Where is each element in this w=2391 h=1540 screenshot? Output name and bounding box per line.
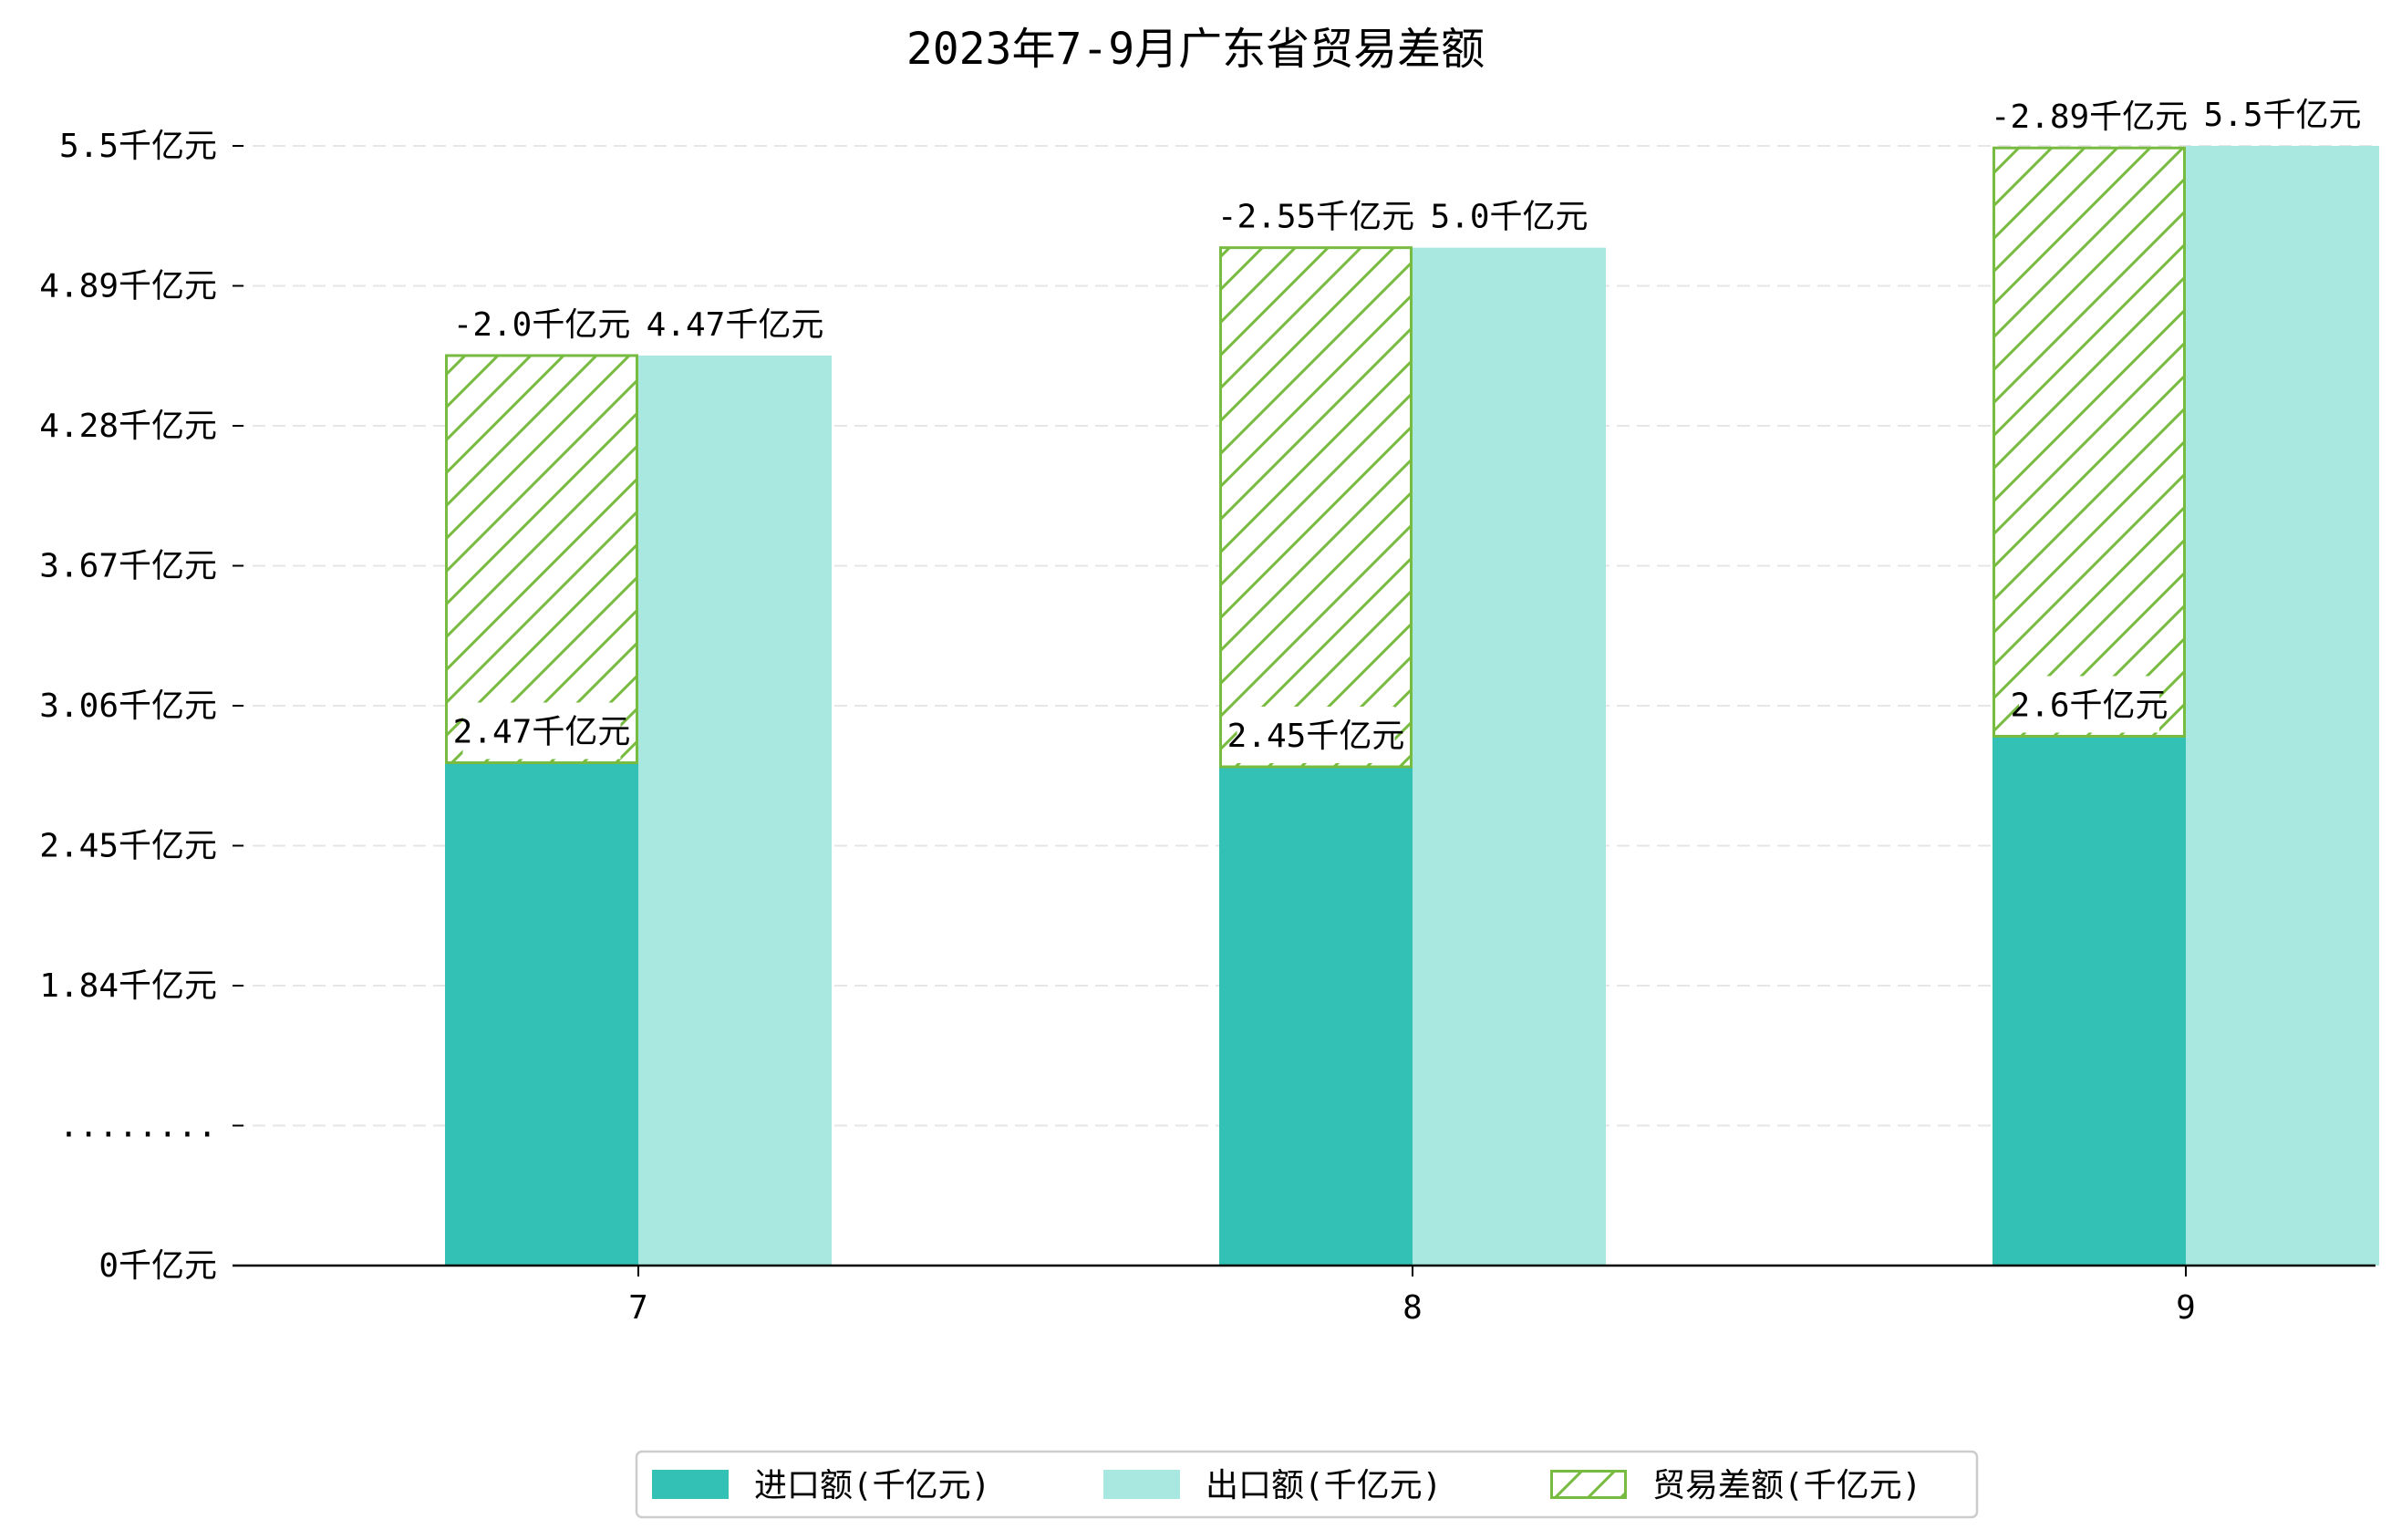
legend-swatch <box>1103 1470 1180 1499</box>
data-label-export: 5.5千亿元 <box>2203 97 2361 134</box>
data-labels: 4.47千亿元 2.47千亿元 -2.0千亿元 5.0千亿元 2.45千亿元 -2.55千… <box>453 86 2362 763</box>
data-label-export-box <box>1439 187 1579 244</box>
legend-label: 出口额(千亿元) <box>1206 1467 1442 1504</box>
legend: 进口额(千亿元) 出口额(千亿元) 贸易差额(千亿元) <box>635 1450 1979 1519</box>
data-label-trade-balance: -2.89千亿元 <box>1991 98 2188 136</box>
legend-swatch <box>652 1470 729 1499</box>
y-tick-label: 3.67千亿元 <box>39 548 217 585</box>
bar-export <box>2186 146 2379 1266</box>
data-label-import-box <box>462 702 621 760</box>
data-label-export-box <box>656 295 814 352</box>
legend-frame <box>635 1450 1979 1519</box>
legend-label: 贸易差额(千亿元) <box>1652 1467 1921 1504</box>
data-label-import: 2.45千亿元 <box>1227 718 1405 755</box>
data-label-import: 2.47千亿元 <box>453 714 631 751</box>
bar-import <box>445 762 638 1266</box>
y-tick-label: 3.06千亿元 <box>39 687 217 725</box>
bar-trade-balance <box>1219 246 1413 769</box>
y-tick-label: 0千亿元 <box>98 1247 217 1285</box>
data-label-export: 4.47千亿元 <box>647 306 824 344</box>
axes: 0千亿元........ 1.84千亿元 2.45千亿元 3.06千亿元 3.67千亿元… <box>39 128 2375 1327</box>
bar-trade-balance <box>1992 146 2186 738</box>
bar-import <box>1992 736 2186 1266</box>
y-tick-label: 1.84千亿元 <box>39 967 217 1005</box>
data-label-import-box <box>2019 676 2159 733</box>
data-label-export: 5.0千亿元 <box>1430 199 1588 236</box>
bar-trade-balance <box>445 354 638 765</box>
y-tick-label: 4.89千亿元 <box>39 268 217 305</box>
chart-title: 2023年7-9月广东省贸易差额 <box>906 24 1485 75</box>
legend-swatch-hatched <box>1550 1470 1627 1499</box>
y-tick-label: 4.28千亿元 <box>39 408 217 445</box>
data-label-import-box <box>1237 706 1395 763</box>
data-label-trade-balance: -2.0千亿元 <box>453 306 631 344</box>
bars <box>445 146 2379 1266</box>
legend-label: 进口额(千亿元) <box>754 1467 990 1504</box>
data-label-import: 2.6千亿元 <box>2010 687 2168 724</box>
data-label-export-box <box>2212 86 2353 142</box>
y-tick-label: 5.5千亿元 <box>59 128 217 165</box>
x-tick-label: 9 <box>2176 1289 2196 1327</box>
bar-import <box>1219 766 1413 1266</box>
data-label-trade-balance: -2.55千亿元 <box>1217 199 1414 236</box>
y-tick-label: ........ <box>59 1108 217 1145</box>
x-tick-label: 8 <box>1403 1289 1423 1327</box>
bar-export <box>638 355 832 1266</box>
x-tick-label: 7 <box>628 1289 648 1327</box>
data-label-trade-balance-box <box>462 295 621 352</box>
bar-export <box>1413 247 1606 1266</box>
data-label-trade-balance-box <box>1228 187 1403 244</box>
data-label-trade-balance-box <box>2002 88 2177 145</box>
y-tick-label: 2.45千亿元 <box>39 828 217 865</box>
